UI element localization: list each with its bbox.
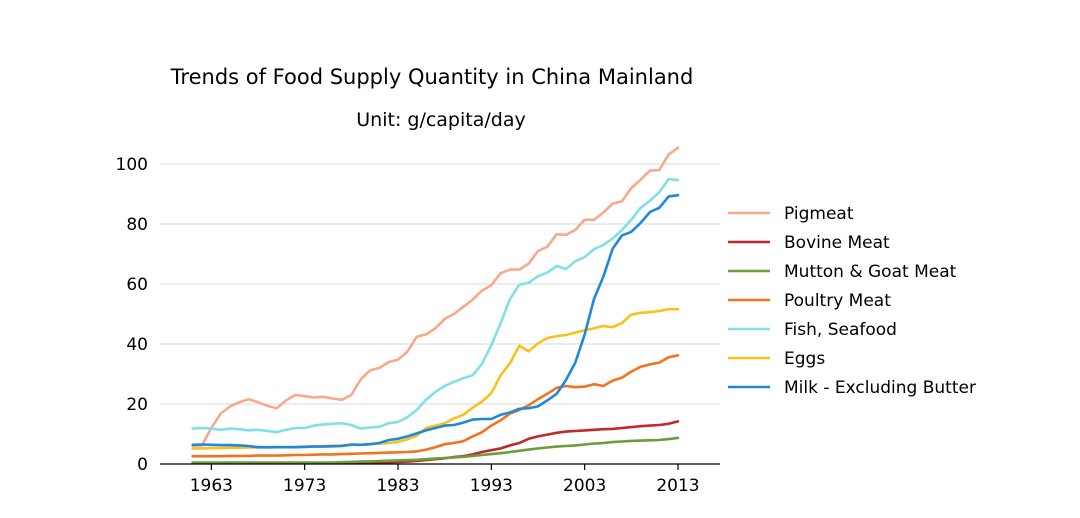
x-tick-label: 1963 xyxy=(190,476,233,496)
x-tick-label: 1973 xyxy=(283,476,326,496)
legend-label-bovine-meat: Bovine Meat xyxy=(784,233,890,253)
legend-label-poultry-meat: Poultry Meat xyxy=(784,291,891,311)
y-tick-label: 20 xyxy=(126,395,148,415)
x-tick-label: 2013 xyxy=(656,476,699,496)
chart-subtitle: Unit: g/capita/day xyxy=(356,109,525,131)
y-tick-label: 0 xyxy=(137,455,148,475)
axes: 0 20 40 60 80 100 1963 1973 1983 1993 2003 2013 xyxy=(116,155,720,496)
x-tick-label: 2003 xyxy=(563,476,606,496)
legend-label-fish-seafood: Fish, Seafood xyxy=(784,320,897,340)
legend-label-mutton-goat-meat: Mutton & Goat Meat xyxy=(784,262,957,282)
series-lines xyxy=(191,146,680,465)
legend-label-pigmeat: Pigmeat xyxy=(784,204,854,224)
series-line-pigmeat xyxy=(191,146,680,448)
series-line-milk-excluding-butter xyxy=(191,193,680,449)
x-tick-label: 1993 xyxy=(470,476,513,496)
legend-label-eggs: Eggs xyxy=(784,349,825,369)
y-tick-label: 60 xyxy=(126,275,148,295)
legend-label-milk-excluding-butter: Milk - Excluding Butter xyxy=(784,378,976,398)
y-tick-label: 40 xyxy=(126,335,148,355)
x-tick-label: 1983 xyxy=(376,476,419,496)
series-line-poultry-meat xyxy=(191,354,680,458)
series-line-mutton-goat-meat xyxy=(191,436,680,464)
y-tick-label: 100 xyxy=(116,155,148,175)
legend: Pigmeat Bovine Meat Mutton & Goat Meat Poul… xyxy=(728,204,976,398)
y-tick-label: 80 xyxy=(126,215,148,235)
chart-title: Trends of Food Supply Quantity in China … xyxy=(170,65,694,89)
series-line-fish-seafood xyxy=(191,177,680,434)
